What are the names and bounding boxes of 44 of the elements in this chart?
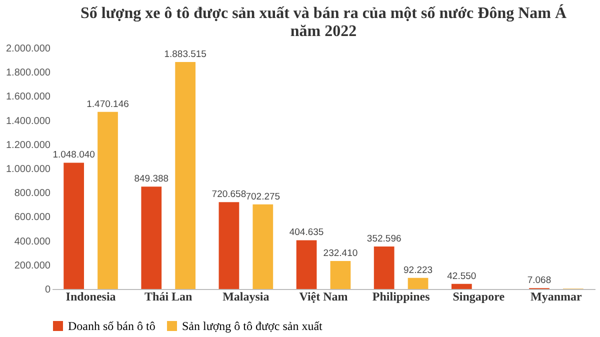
x-tick-label: Singapore: [452, 290, 506, 304]
y-tick-label: 800.000: [14, 188, 51, 200]
bar: [330, 260, 351, 289]
y-tick-label: 1.000.000: [6, 164, 51, 175]
bar: [64, 162, 84, 289]
x-tick-label: Myanmar: [530, 290, 583, 304]
y-tick-label: 2.000.000: [6, 44, 51, 54]
bar: [374, 246, 394, 289]
chart-title: Số lượng xe ô tô được sản xuất và bán ra của một số nước Đông Nam Á năm 2022: [80, 4, 567, 40]
y-tick-label: 200.000: [14, 260, 51, 272]
y-tick-label: 1.800.000: [6, 68, 51, 79]
y-tick-label: 600.000: [14, 212, 51, 224]
data-label: 42.550: [447, 270, 476, 282]
data-label: 702.275: [246, 191, 280, 202]
y-tick-label: 400.000: [14, 236, 51, 248]
x-tick-label: Indonesia: [66, 290, 116, 304]
bar: [296, 240, 317, 289]
legend-label: Doanh số bán ô tô: [68, 319, 156, 333]
bar: [252, 204, 274, 289]
bar: [451, 284, 472, 289]
bar: [175, 62, 196, 289]
x-tick-label: Malaysia: [222, 290, 270, 304]
data-label: 404.635: [289, 227, 324, 238]
data-label: 720.658: [212, 189, 246, 200]
bar: [408, 278, 428, 289]
data-label: 352.596: [366, 234, 402, 245]
bar: [141, 186, 162, 289]
data-label: 1.470.146: [86, 98, 129, 110]
data-label: 92.223: [404, 264, 433, 276]
data-label: 232.410: [323, 248, 358, 259]
data-label: 1.048.040: [52, 150, 95, 161]
y-tick-label: 1.400.000: [6, 116, 51, 127]
data-label: 849.388: [134, 174, 169, 185]
x-tick-label: Thái Lan: [144, 290, 193, 304]
data-label: 7.068: [527, 275, 552, 286]
y-tick-label: 1.200.000: [6, 140, 51, 151]
y-tick-label: 0: [44, 284, 51, 296]
x-tick-label: Philippines: [372, 290, 430, 304]
x-tick-label: Việt Nam: [299, 290, 348, 304]
bar: [218, 202, 240, 289]
y-tick-label: 1.600.000: [6, 92, 51, 103]
legend-label: Sản lượng ô tô được sản xuất: [182, 319, 324, 333]
data-label: 1.883.515: [164, 49, 206, 60]
bar: [98, 112, 118, 289]
